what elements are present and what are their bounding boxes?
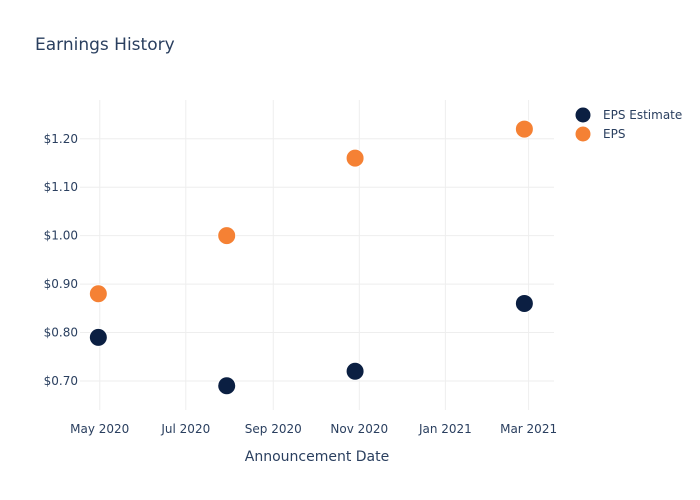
eps-estimate-point[interactable] xyxy=(345,361,365,381)
y-axis: $0.70 $0.80 $0.90 $1.00 $1.10 $1.20 xyxy=(44,132,78,388)
eps-point[interactable] xyxy=(88,284,108,304)
x-axis: May 2020 Jul 2020 Sep 2020 Nov 2020 Jan 2021… xyxy=(70,422,557,436)
y-tick-label: $1.00 xyxy=(44,229,78,243)
eps-point[interactable] xyxy=(345,148,365,168)
y-tick-label: $0.70 xyxy=(44,374,78,388)
legend-item-eps[interactable]: EPS xyxy=(574,125,625,143)
legend-label: EPS Estimate xyxy=(603,108,682,122)
eps-estimate-point[interactable] xyxy=(88,327,108,347)
eps-estimate-point[interactable] xyxy=(217,376,237,396)
y-tick-label: $0.90 xyxy=(44,277,78,291)
y-tick-label: $1.20 xyxy=(44,132,78,146)
plot-area xyxy=(88,119,534,396)
x-axis-title: Announcement Date xyxy=(245,449,389,465)
legend-label: EPS xyxy=(603,127,625,141)
x-tick-label: Jul 2020 xyxy=(160,422,210,436)
eps-point[interactable] xyxy=(514,119,534,139)
y-tick-label: $1.10 xyxy=(44,180,78,194)
legend-marker xyxy=(574,125,592,143)
legend[interactable]: EPS Estimate EPS xyxy=(574,106,682,143)
chart-title: Earnings History xyxy=(35,35,175,55)
x-tick-label: Sep 2020 xyxy=(245,422,302,436)
x-tick-label: May 2020 xyxy=(70,422,129,436)
legend-item-eps-estimate[interactable]: EPS Estimate xyxy=(574,106,682,124)
eps-point[interactable] xyxy=(217,226,237,246)
x-tick-label: Nov 2020 xyxy=(330,422,388,436)
legend-marker xyxy=(574,106,592,124)
x-tick-label: Jan 2021 xyxy=(418,422,472,436)
eps-estimate-point[interactable] xyxy=(514,293,534,313)
y-tick-label: $0.80 xyxy=(44,326,78,340)
x-tick-label: Mar 2021 xyxy=(500,422,557,436)
grid xyxy=(80,100,554,410)
